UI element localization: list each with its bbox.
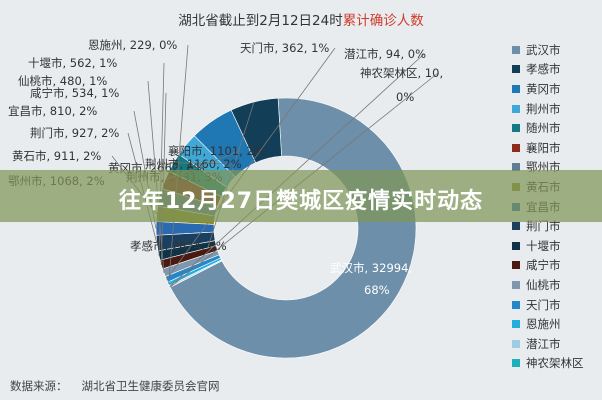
slice-data-label: 仙桃市, 480, 1%: [18, 74, 107, 88]
data-source-value: 湖北省卫生健康委员会官网: [81, 379, 220, 393]
legend-label: 恩施州: [526, 317, 561, 332]
slice-data-label: 恩施州, 229, 0%: [88, 38, 177, 52]
legend-item: 黄冈市: [512, 79, 602, 99]
slice-data-label: 天门市, 362, 1%: [240, 41, 329, 55]
pie-slice: [230, 97, 282, 164]
legend-item: 荆门市: [512, 216, 602, 236]
data-source: 数据来源： 湖北省卫生健康委员会官网: [10, 378, 220, 394]
legend-swatch: [512, 65, 520, 74]
legend-swatch: [512, 163, 520, 172]
slice-data-label: 神农架林区, 10,: [360, 66, 443, 80]
slice-data-label-percent: 0%: [396, 90, 414, 104]
headline-banner: [0, 170, 602, 222]
legend-label: 潜江市: [526, 336, 561, 351]
slice-data-label: 黄石市, 911, 2%: [12, 149, 101, 163]
pie-slice: [159, 245, 219, 270]
slice-data-label: 潜江市, 94, 0%: [344, 47, 426, 61]
legend-swatch: [512, 222, 520, 231]
legend-item: 咸宁市: [512, 256, 602, 276]
slice-data-label-percent: 68%: [364, 283, 390, 297]
pie-slice: [155, 231, 216, 252]
chart-title-highlight: 累计确诊人数: [342, 13, 424, 29]
legend-label: 荆门市: [526, 219, 561, 234]
headline-text: 往年12月27日樊城区疫情实时动态: [118, 189, 484, 214]
legend-label: 武汉市: [526, 42, 561, 57]
legend-label: 天门市: [526, 297, 561, 312]
legend-item: 孝感市: [512, 60, 602, 80]
legend-label: 随州市: [526, 121, 561, 136]
legend-label: 黄冈市: [526, 81, 561, 96]
slice-leader-line: [166, 47, 336, 280]
slice-data-label: 十堰市, 562, 1%: [28, 56, 117, 70]
slice-data-label: 咸宁市, 534, 1%: [30, 86, 119, 100]
legend-item: 神农架林区: [512, 354, 602, 374]
legend-label: 神农架林区: [526, 356, 584, 371]
legend-item: 襄阳市: [512, 138, 602, 158]
legend-item: 仙桃市: [512, 275, 602, 295]
legend-swatch: [512, 280, 520, 289]
legend-label: 仙桃市: [526, 277, 561, 292]
legend-swatch: [512, 300, 520, 309]
slice-leader-line: [168, 44, 189, 284]
legend-swatch: [512, 45, 520, 54]
legend-item: 荆州市: [512, 99, 602, 119]
legend-label: 十堰市: [526, 238, 561, 253]
legend-swatch: [512, 359, 520, 368]
pie-slice: [169, 260, 223, 288]
legend-swatch: [512, 143, 520, 152]
legend-item: 潜江市: [512, 334, 602, 354]
legend-item: 武汉市: [512, 40, 602, 60]
legend-label: 荆州市: [526, 101, 561, 116]
legend-item: 恩施州: [512, 314, 602, 334]
chart-title: 湖北省截止到2月12日24时累计确诊人数: [0, 9, 602, 29]
legend-item: 随州市: [512, 118, 602, 138]
legend-item: 十堰市: [512, 236, 602, 256]
legend-swatch: [512, 241, 520, 250]
legend-swatch: [512, 84, 520, 93]
chart-title-main: 湖北省截止到2月12日24时: [178, 13, 343, 29]
legend-item: 天门市: [512, 295, 602, 315]
data-source-label: 数据来源：: [10, 379, 68, 393]
slice-data-label: 孝感市, 2874, 6%: [130, 239, 227, 253]
legend-label: 孝感市: [526, 62, 561, 77]
pie-slice: [155, 221, 215, 236]
legend-swatch: [512, 124, 520, 133]
slice-leader-line: [173, 162, 233, 165]
slice-data-label: 荆州市, 1160, 2%: [145, 157, 242, 171]
slice-data-label: 宜昌市, 810, 2%: [8, 104, 97, 118]
legend-swatch: [512, 339, 520, 348]
legend-label: 咸宁市: [526, 258, 561, 273]
legend-swatch: [512, 320, 520, 329]
slice-data-label: 荆门市, 927, 2%: [30, 126, 119, 140]
legend-swatch: [512, 261, 520, 270]
slice-data-label: 襄阳市, 1101, 2%: [168, 144, 265, 158]
slice-data-label: 武汉市, 32994,: [330, 261, 412, 275]
legend-label: 襄阳市: [526, 140, 561, 155]
pie-slice: [162, 250, 220, 277]
legend-swatch: [512, 104, 520, 113]
